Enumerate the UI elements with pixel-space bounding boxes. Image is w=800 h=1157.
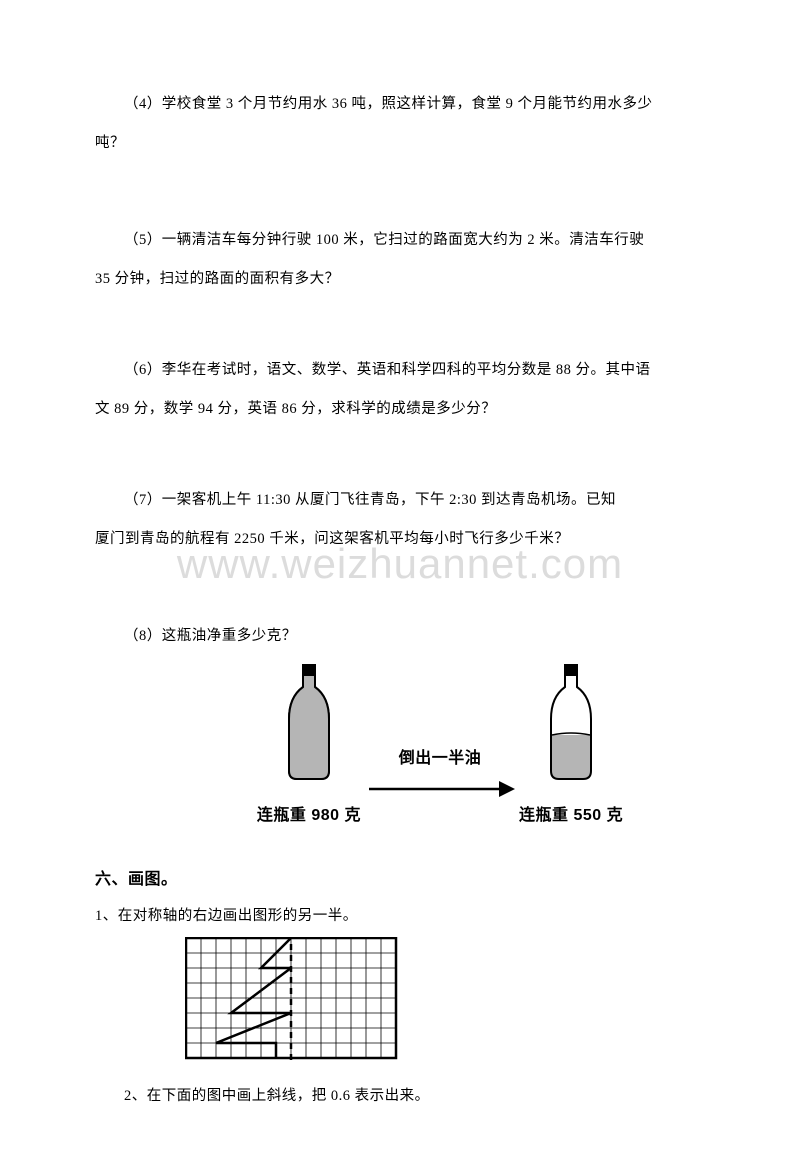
question-8: （8）这瓶油净重多少克？	[95, 622, 705, 651]
bottle-full-icon	[274, 663, 344, 783]
question-5-line1: （5）一辆清洁车每分钟行驶 100 米，它扫过的路面宽大约为 2 米。清洁车行驶	[95, 226, 705, 255]
bottle-diagram: 连瓶重 980 克 倒出一半油 连瓶重 550 克	[175, 663, 705, 832]
question-6-line1: （6）李华在考试时，语文、数学、英语和科学四科的平均分数是 88 分。其中语	[95, 356, 705, 385]
question-5-line2: 35 分钟，扫过的路面的面积有多大？	[95, 265, 705, 294]
section-6-q2: 2、在下面的图中画上斜线，把 0.6 表示出来。	[95, 1082, 705, 1111]
question-4-line2: 吨？	[95, 129, 705, 158]
page-content: （4）学校食堂 3 个月节约用水 36 吨，照这样计算，食堂 9 个月能节约用水…	[0, 0, 800, 1157]
question-7-line1: （7）一架客机上午 11:30 从厦门飞往青岛，下午 2:30 到达青岛机场。已…	[95, 486, 705, 515]
arrow-label: 倒出一半油	[365, 743, 515, 775]
question-4-line1: （4）学校食堂 3 个月节约用水 36 吨，照这样计算，食堂 9 个月能节约用水…	[95, 90, 705, 119]
section-6-title: 六、画图。	[95, 864, 705, 896]
question-7-line2: 厦门到青岛的航程有 2250 千米，问这架客机平均每小时飞行多少千米？	[95, 525, 705, 554]
bottle-right-caption: 连瓶重 550 克	[519, 800, 623, 832]
bottle-left-caption: 连瓶重 980 克	[257, 800, 361, 832]
arrow-right-icon	[365, 777, 515, 801]
symmetry-grid-figure	[185, 937, 705, 1076]
section-6-q1: 1、在对称轴的右边画出图形的另一半。	[95, 902, 705, 931]
question-6-line2: 文 89 分，数学 94 分，英语 86 分，求科学的成绩是多少分？	[95, 395, 705, 424]
bottle-half-icon	[536, 663, 606, 783]
